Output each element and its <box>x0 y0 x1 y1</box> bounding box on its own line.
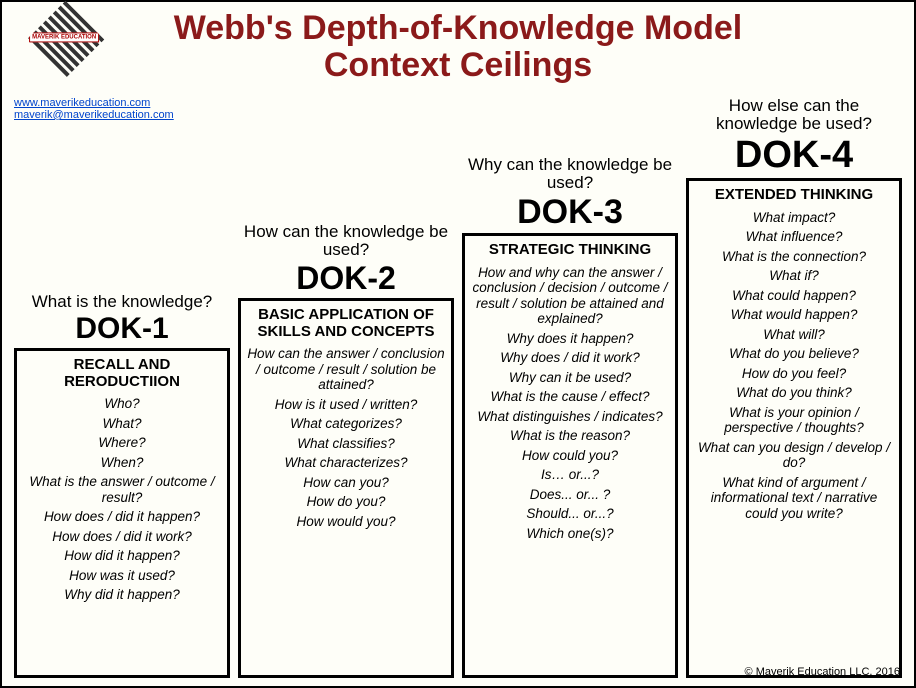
dok-column-4: How else can the knowledge be used?DOK-4… <box>686 97 902 678</box>
column-item: What do you believe? <box>693 346 895 362</box>
column-item: Which one(s)? <box>469 526 671 542</box>
dok-column-1: What is the knowledge? DOK-1 RECALL AND RE… <box>14 293 230 678</box>
column-box: RECALL AND RERODUCTIIONWho?What?Where?Wh… <box>14 348 230 678</box>
logo-brand-text: MAVERIK EDUCATION <box>29 32 99 42</box>
column-heading: STRATEGIC THINKING <box>469 242 671 259</box>
column-item: Why does it happen? <box>469 331 671 347</box>
column-item: What is the cause / effect? <box>469 389 671 405</box>
column-item: Why can it be used? <box>469 370 671 386</box>
column-question: How else can the knowledge be used? <box>686 97 902 134</box>
column-heading: RECALL AND RERODUCTIION <box>21 357 223 390</box>
column-items: How and why can the answer / conclusion … <box>469 265 671 542</box>
column-box: BASIC APPLICATION OF SKILLS AND CONCEPTS… <box>238 298 454 678</box>
column-item: What will? <box>693 327 895 343</box>
column-item: Should... or...? <box>469 506 671 522</box>
column-item: How does / did it work? <box>21 529 223 545</box>
copyright-text: © Maverik Education LLC, 2016 <box>745 666 900 678</box>
column-item: What would happen? <box>693 307 895 323</box>
column-item: What distinguishes / indicates? <box>469 409 671 425</box>
column-items: How can the answer / conclusion / outcom… <box>245 346 447 529</box>
column-item: Why does / did it work? <box>469 350 671 366</box>
column-dok-label: DOK-2 <box>296 262 396 294</box>
column-item: How do you feel? <box>693 366 895 382</box>
column-item: What do you think? <box>693 385 895 401</box>
dok-columns-container: What is the knowledge? DOK-1 RECALL AND RE… <box>14 97 902 678</box>
column-item: How could you? <box>469 448 671 464</box>
column-item: What categorizes? <box>245 416 447 432</box>
column-item: What? <box>21 416 223 432</box>
column-item: How and why can the answer / conclusion … <box>469 265 671 327</box>
column-item: What can you design / develop / do? <box>693 440 895 471</box>
page-title: Webb's Depth-of-Knowledge Model Context … <box>2 2 914 85</box>
column-item: Why did it happen? <box>21 587 223 603</box>
column-dok-label: DOK-4 <box>735 136 853 174</box>
column-dok-label: DOK-1 <box>75 314 168 344</box>
column-item: What characterizes? <box>245 455 447 471</box>
column-item: What is the answer / outcome / result? <box>21 474 223 505</box>
column-question: How can the knowledge be used? <box>238 223 454 260</box>
column-box: EXTENDED THINKING What impact? What influe… <box>686 178 902 678</box>
column-item: What kind of argument / informational te… <box>693 475 895 522</box>
column-item: How can the answer / conclusion / outcom… <box>245 346 447 393</box>
column-heading: EXTENDED THINKING <box>693 187 895 204</box>
logo-diamond-icon: MAVERIK EDUCATION <box>26 1 104 79</box>
column-question: Why can the knowledge be used? <box>462 156 678 193</box>
column-item: How was it used? <box>21 568 223 584</box>
column-items: What impact? What influence? What is the c… <box>693 210 895 522</box>
column-heading: BASIC APPLICATION OF SKILLS AND CONCEPTS <box>245 307 447 340</box>
dok-column-2: How can the knowledge be used?DOK-2 BASIC… <box>238 223 454 678</box>
column-item: How can you? <box>245 475 447 491</box>
title-line-2: Context Ceilings <box>2 47 914 84</box>
column-item: When? <box>21 455 223 471</box>
column-box: STRATEGIC THINKING How and why can the an… <box>462 233 678 678</box>
column-dok-label: DOK-3 <box>517 195 623 229</box>
column-item: What is your opinion / perspective / tho… <box>693 405 895 436</box>
column-item: What classifies? <box>245 436 447 452</box>
column-item: How would you? <box>245 514 447 530</box>
column-item: How is it used / written? <box>245 397 447 413</box>
column-item: Who? <box>21 396 223 412</box>
column-item: How did it happen? <box>21 548 223 564</box>
column-item: What could happen? <box>693 288 895 304</box>
column-item: How does / did it happen? <box>21 509 223 525</box>
title-line-1: Webb's Depth-of-Knowledge Model <box>2 10 914 47</box>
column-item: Does... or... ? <box>469 487 671 503</box>
brand-logo: MAVERIK EDUCATION <box>20 12 110 82</box>
column-item: Is… or...? <box>469 467 671 483</box>
column-item: What is the connection? <box>693 249 895 265</box>
column-item: What is the reason? <box>469 428 671 444</box>
column-item: What if? <box>693 268 895 284</box>
column-item: What impact? <box>693 210 895 226</box>
column-item: What influence? <box>693 229 895 245</box>
column-items: Who? What? Where? When? What is the answer /… <box>21 396 223 603</box>
column-question: What is the knowledge? <box>32 293 213 312</box>
column-item: Where? <box>21 435 223 451</box>
dok-column-3: Why can the knowledge be used?DOK-3 STRAT… <box>462 156 678 678</box>
column-item: How do you? <box>245 494 447 510</box>
